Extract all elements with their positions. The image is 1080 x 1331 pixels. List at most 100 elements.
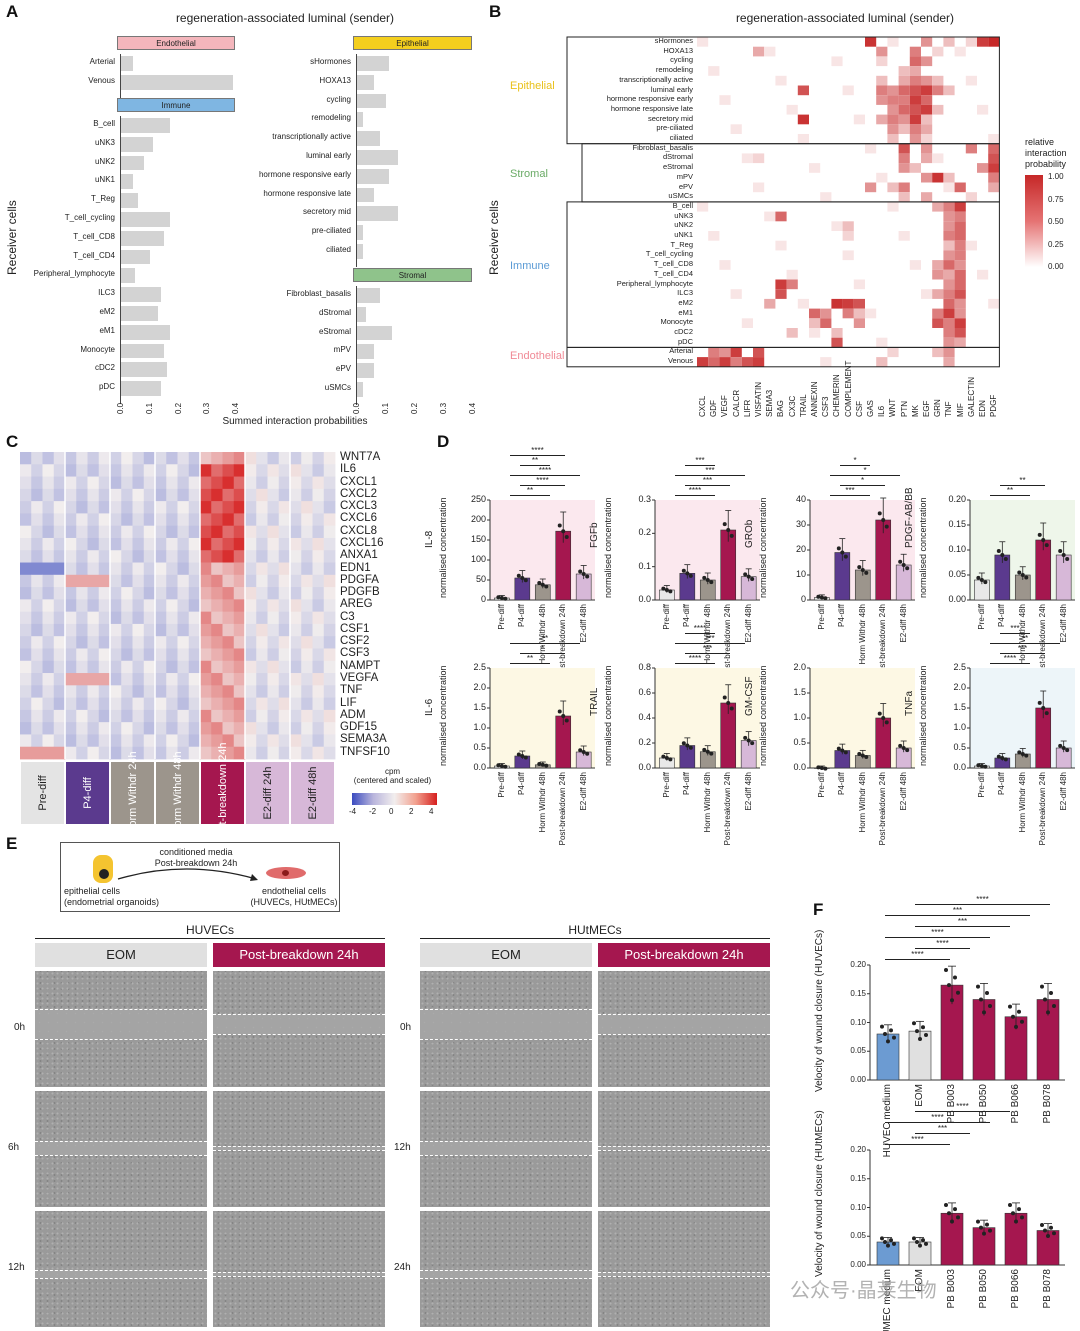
heatmap-cell bbox=[87, 648, 100, 662]
heatmap-cell bbox=[76, 574, 88, 588]
heatmap-cell bbox=[301, 648, 313, 662]
heatmap-cell bbox=[188, 636, 201, 649]
heatmap-cell bbox=[256, 501, 268, 514]
heatmap-cell bbox=[188, 685, 201, 698]
heatmap-cell bbox=[200, 452, 212, 465]
data-point bbox=[1049, 991, 1053, 996]
bar-label: eM1 bbox=[99, 325, 115, 335]
heatmap-cell bbox=[31, 599, 43, 613]
data-point bbox=[1041, 706, 1046, 710]
bar-label: secretory mid bbox=[302, 207, 351, 217]
heatmap-cell bbox=[301, 709, 313, 723]
data-point bbox=[840, 748, 845, 753]
heatmap-cell bbox=[87, 464, 100, 477]
heatmap-cell bbox=[921, 192, 933, 202]
heatmap-cell bbox=[110, 685, 122, 698]
heatmap-cell bbox=[267, 673, 280, 686]
heatmap-cell bbox=[267, 537, 280, 551]
heatmap-cell bbox=[65, 550, 77, 563]
col-label: MIF bbox=[955, 403, 965, 417]
heatmap-cell bbox=[20, 660, 32, 674]
heatmap-cell bbox=[31, 623, 43, 637]
heatmap-cell bbox=[76, 587, 88, 600]
sig-stars: **** bbox=[693, 624, 707, 633]
heatmap-cell bbox=[256, 746, 268, 760]
heatmap-cell bbox=[233, 476, 246, 490]
heatmap-cell bbox=[786, 328, 798, 338]
heatmap-cell bbox=[323, 636, 336, 649]
heatmap-cell bbox=[132, 476, 145, 490]
data-point bbox=[857, 565, 862, 570]
heatmap-cell bbox=[809, 328, 821, 338]
heatmap-cell bbox=[98, 623, 111, 637]
bar-plot-tnfa bbox=[967, 667, 1075, 769]
heatmap-cell bbox=[200, 673, 212, 686]
heatmap-cell bbox=[876, 357, 888, 367]
heatmap-cell bbox=[155, 488, 167, 502]
heatmap-cell bbox=[954, 231, 966, 241]
heatmap-cell bbox=[155, 636, 167, 649]
bar-plot-pdgf-ab-bb bbox=[967, 499, 1075, 601]
heatmap-cell bbox=[301, 550, 313, 563]
heatmap-cell bbox=[290, 648, 302, 662]
heatmap-cell bbox=[31, 746, 43, 760]
bar bbox=[357, 244, 363, 259]
wound-velocity-plot-hutmecs bbox=[867, 1149, 1065, 1266]
heatmap-cell bbox=[312, 464, 325, 477]
heatmap-cell bbox=[988, 143, 1000, 154]
wound-gap bbox=[35, 1141, 207, 1155]
heatmap-cell bbox=[312, 599, 325, 613]
heatmap-cell bbox=[155, 525, 167, 539]
heatmap-cell bbox=[132, 734, 145, 748]
sig-stars: ** bbox=[526, 486, 534, 495]
data-point bbox=[1065, 748, 1070, 753]
heatmap-cell bbox=[708, 231, 720, 241]
heatmap-cell bbox=[954, 318, 966, 328]
data-point bbox=[540, 582, 545, 587]
heatmap-cell bbox=[741, 153, 753, 164]
heatmap-cell bbox=[312, 673, 325, 686]
heatmap-cell bbox=[42, 537, 55, 551]
time-right-0: 0h bbox=[400, 1022, 412, 1033]
row-label: uNK1 bbox=[674, 230, 693, 239]
heatmap-cell bbox=[76, 488, 88, 502]
gene-label: NAMPT bbox=[340, 659, 381, 672]
data-point bbox=[681, 741, 686, 746]
data-point bbox=[880, 1024, 884, 1029]
heatmap-cell bbox=[222, 660, 235, 674]
data-point bbox=[1011, 1014, 1015, 1019]
heatmap-cell bbox=[943, 182, 955, 193]
heatmap-cell bbox=[312, 636, 325, 649]
heatmap-cell bbox=[155, 746, 167, 760]
heatmap-cell bbox=[132, 709, 145, 723]
heatmap-cell bbox=[290, 709, 302, 723]
condition-label: Post-breakdown 24h bbox=[201, 743, 244, 843]
heatmap-cell bbox=[708, 347, 720, 358]
heatmap-cell bbox=[65, 734, 77, 748]
heatmap-cell bbox=[143, 611, 156, 625]
heatmap-cell bbox=[245, 488, 257, 502]
heatmap-cell bbox=[222, 452, 235, 465]
heatmap-cell bbox=[76, 464, 88, 477]
heatmap-cell bbox=[323, 722, 336, 735]
heatmap-cell bbox=[211, 464, 223, 477]
heatmap-cell bbox=[290, 513, 302, 527]
y-tick-label: 100 bbox=[470, 554, 486, 564]
heatmap-cell bbox=[53, 537, 66, 551]
heatmap-cell bbox=[842, 250, 854, 261]
heatmap-cell bbox=[31, 685, 43, 698]
heatmap-cell bbox=[256, 525, 268, 539]
y-tick-label: 150 bbox=[470, 534, 486, 544]
heatmap-cell bbox=[110, 452, 122, 465]
sig-stars: *** bbox=[937, 1124, 948, 1133]
sig-stars: *** bbox=[695, 456, 705, 465]
gene-label: GDF15 bbox=[340, 721, 378, 734]
heatmap-cell bbox=[267, 697, 280, 711]
heatmap-cell bbox=[222, 685, 235, 698]
heatmap-cell bbox=[245, 587, 257, 600]
heatmap-cell bbox=[256, 722, 268, 735]
heatmap-cell bbox=[65, 562, 77, 576]
heatmap-cell bbox=[301, 722, 313, 735]
row-label: T_Reg bbox=[670, 239, 693, 249]
heatmap-cell bbox=[954, 46, 966, 57]
